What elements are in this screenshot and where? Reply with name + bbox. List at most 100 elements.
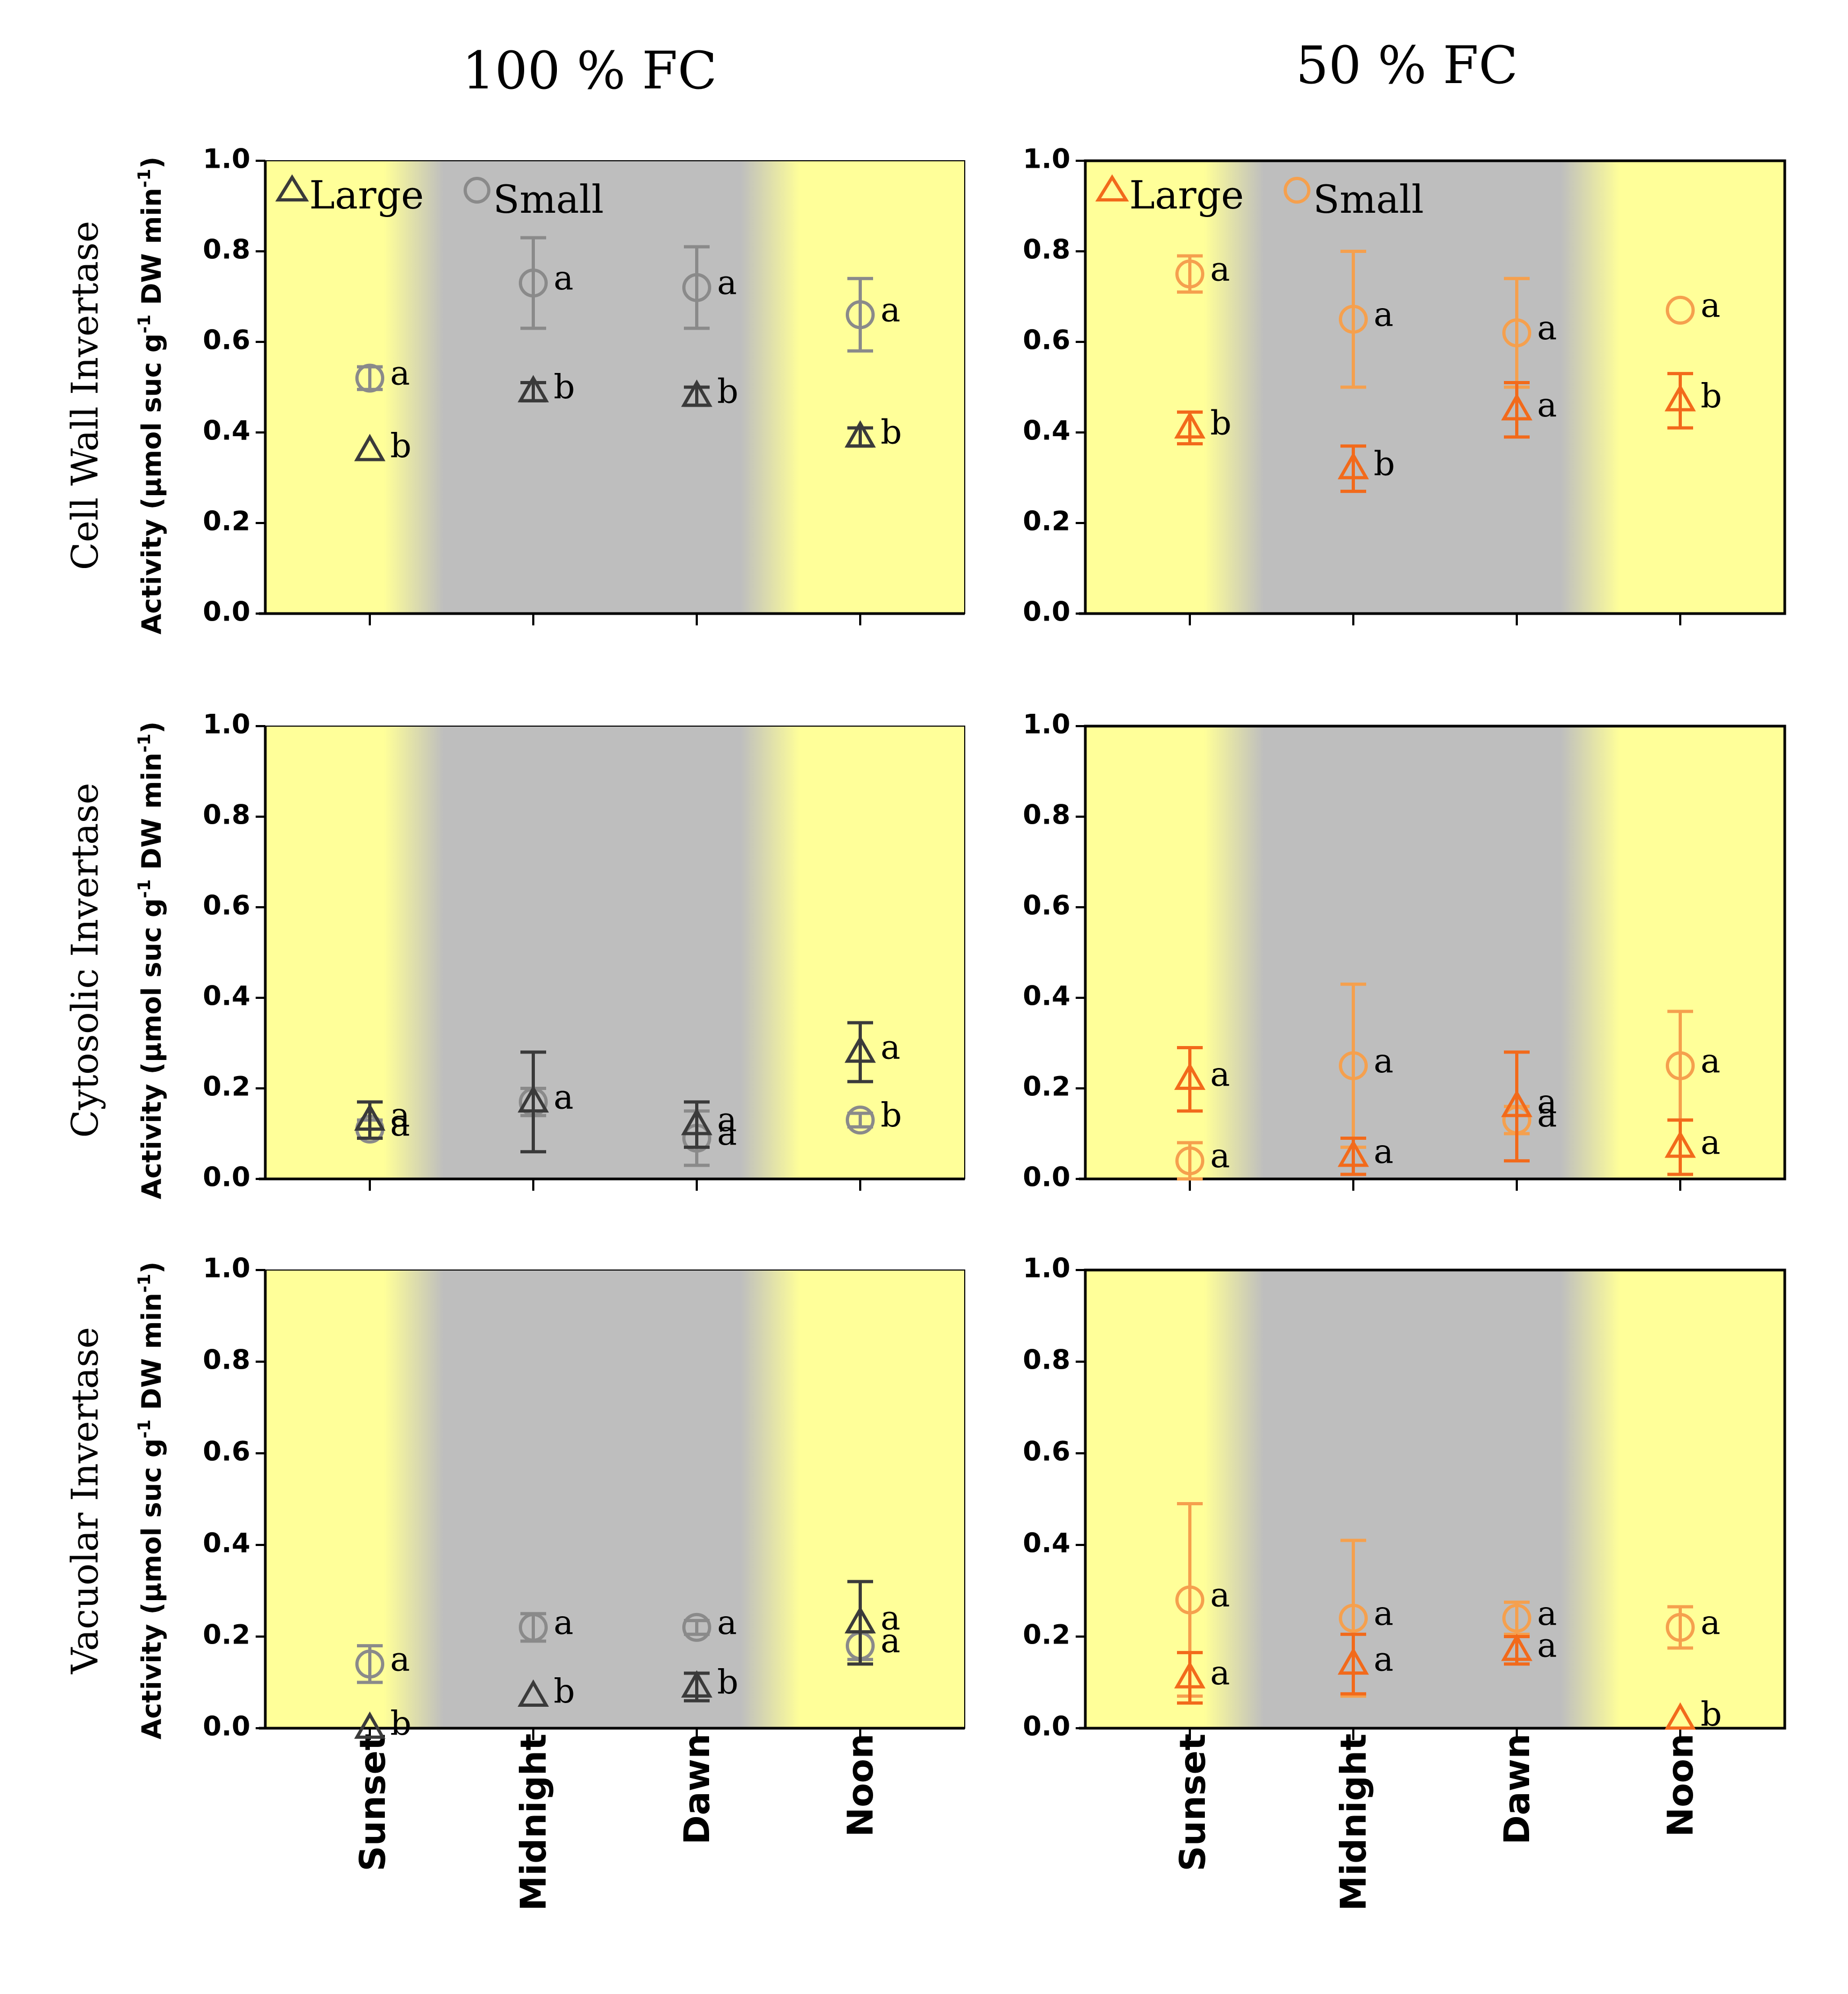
xtick-right-dawn: Dawn bbox=[1496, 1734, 1538, 1844]
y-tick-label: 0.4 bbox=[1023, 1528, 1070, 1559]
y-tick-label: 1.0 bbox=[1023, 144, 1070, 175]
data-point-large bbox=[1664, 384, 1696, 412]
y-tick-label: 0.6 bbox=[1023, 325, 1070, 356]
row-label-cytosolic: Cytosolic Invertase bbox=[64, 783, 107, 1138]
xtick-left-sunset: Sunset bbox=[352, 1734, 393, 1871]
y-tick-label: 1.0 bbox=[203, 144, 250, 175]
y-tick-label: 0.0 bbox=[203, 1711, 250, 1742]
data-point-small bbox=[1339, 1603, 1368, 1633]
data-point-large bbox=[1664, 1702, 1696, 1730]
significance-letter: a bbox=[1210, 1653, 1230, 1692]
y-tick-label: 1.0 bbox=[203, 1253, 250, 1284]
significance-letter: b bbox=[390, 1704, 412, 1743]
significance-letter: b bbox=[554, 1671, 575, 1711]
significance-letter: a bbox=[390, 1639, 410, 1678]
y-tick-label: 0.4 bbox=[203, 981, 250, 1012]
data-point-small bbox=[355, 1649, 384, 1679]
significance-letter: a bbox=[1374, 1132, 1394, 1171]
significance-letter: a bbox=[554, 1603, 573, 1642]
ylabel-row-2: Activity (µmol suc g-1 DW min-1) bbox=[134, 721, 167, 1199]
data-point-large bbox=[1664, 1130, 1696, 1158]
data-point-small bbox=[1339, 304, 1368, 334]
y-tick-label: 0.4 bbox=[1023, 981, 1070, 1012]
significance-letter: a bbox=[881, 290, 900, 329]
ylabel-row-1: Activity (µmol suc g-1 DW min-1) bbox=[134, 156, 167, 634]
significance-letter: a bbox=[1701, 1123, 1720, 1162]
legend-large-label: Large bbox=[309, 173, 424, 218]
significance-letter: a bbox=[1537, 1082, 1557, 1121]
data-point-large bbox=[1337, 452, 1369, 480]
legend-small-label: Small bbox=[493, 177, 604, 222]
significance-letter: a bbox=[390, 1104, 410, 1144]
data-point-large bbox=[517, 1085, 549, 1113]
y-tick-label: 0.8 bbox=[203, 800, 250, 831]
significance-letter: b bbox=[554, 367, 575, 406]
y-tick-label: 0.6 bbox=[203, 1436, 250, 1467]
row-label-cell-wall: Cell Wall Invertase bbox=[64, 221, 107, 570]
data-point-small bbox=[846, 300, 875, 330]
legend-small-marker bbox=[464, 177, 490, 204]
day-night-background bbox=[1085, 161, 1785, 614]
y-tick-label: 0.2 bbox=[203, 1071, 250, 1102]
y-tick-label: 0.6 bbox=[1023, 890, 1070, 921]
panel-vacuolar-100fc: 0.00.20.40.60.81.0aa a abb ba bbox=[203, 1253, 965, 1743]
significance-letter: a bbox=[881, 1598, 900, 1637]
significance-letter: b bbox=[881, 412, 902, 451]
significance-letter: a bbox=[554, 1077, 573, 1116]
data-point-large bbox=[1501, 1089, 1533, 1117]
significance-letter: a bbox=[1210, 249, 1230, 288]
column-title-50fc: 50 % FC bbox=[1296, 35, 1518, 95]
significance-letter: a bbox=[717, 1100, 737, 1139]
xtick-left-noon: Noon bbox=[840, 1734, 881, 1837]
significance-letter: a bbox=[390, 354, 410, 393]
data-point-small bbox=[682, 1612, 711, 1642]
y-tick-label: 0.2 bbox=[1023, 1619, 1070, 1651]
data-point-small bbox=[1502, 318, 1531, 348]
data-point-small bbox=[1339, 1051, 1368, 1080]
legend-small-marker bbox=[1284, 177, 1310, 204]
significance-letter: b bbox=[1701, 376, 1722, 415]
y-tick-label: 0.2 bbox=[1023, 1071, 1070, 1102]
significance-letter: a bbox=[1537, 1594, 1557, 1633]
y-tick-label: 0.4 bbox=[203, 415, 250, 446]
significance-letter: a bbox=[554, 258, 573, 297]
y-tick-label: 0.2 bbox=[203, 1619, 250, 1651]
significance-letter: a bbox=[554, 1077, 573, 1116]
y-tick-label: 0.6 bbox=[1023, 1436, 1070, 1467]
significance-letter: b bbox=[390, 426, 412, 465]
data-point-large bbox=[354, 434, 386, 461]
data-point-small bbox=[519, 268, 548, 298]
significance-letter: a bbox=[881, 1027, 900, 1066]
data-point-large bbox=[354, 1103, 386, 1131]
significance-letter: a bbox=[1210, 1575, 1230, 1615]
significance-letter: b bbox=[717, 371, 739, 410]
y-tick-label: 0.8 bbox=[203, 234, 250, 265]
data-point-small bbox=[1666, 295, 1695, 325]
y-tick-label: 1.0 bbox=[1023, 1253, 1070, 1284]
data-point-small bbox=[682, 273, 711, 302]
significance-letter: a bbox=[717, 1114, 737, 1153]
data-point-large bbox=[354, 1711, 386, 1739]
significance-letter: b bbox=[717, 1662, 739, 1701]
significance-letter: a bbox=[1374, 1041, 1394, 1080]
data-point-large bbox=[1337, 1139, 1369, 1167]
xtick-left-dawn: Dawn bbox=[676, 1734, 718, 1844]
day-night-background bbox=[265, 161, 965, 614]
data-point-small bbox=[1175, 259, 1204, 289]
significance-letter: a bbox=[717, 263, 737, 302]
significance-letter: a bbox=[390, 1095, 410, 1134]
data-point-large bbox=[517, 375, 549, 402]
significance-letter: a bbox=[717, 1603, 737, 1642]
data-point-large bbox=[681, 379, 713, 407]
legend-large-label: Large bbox=[1129, 173, 1244, 218]
y-tick-label: 0.0 bbox=[1023, 596, 1070, 628]
y-tick-label: 0.8 bbox=[203, 1345, 250, 1376]
y-tick-label: 0.2 bbox=[203, 506, 250, 537]
xtick-right-midnight: Midnight bbox=[1333, 1734, 1374, 1911]
legend-small-label: Small bbox=[1313, 177, 1424, 222]
data-point-large bbox=[1501, 393, 1533, 421]
significance-letter: b bbox=[1210, 404, 1232, 443]
